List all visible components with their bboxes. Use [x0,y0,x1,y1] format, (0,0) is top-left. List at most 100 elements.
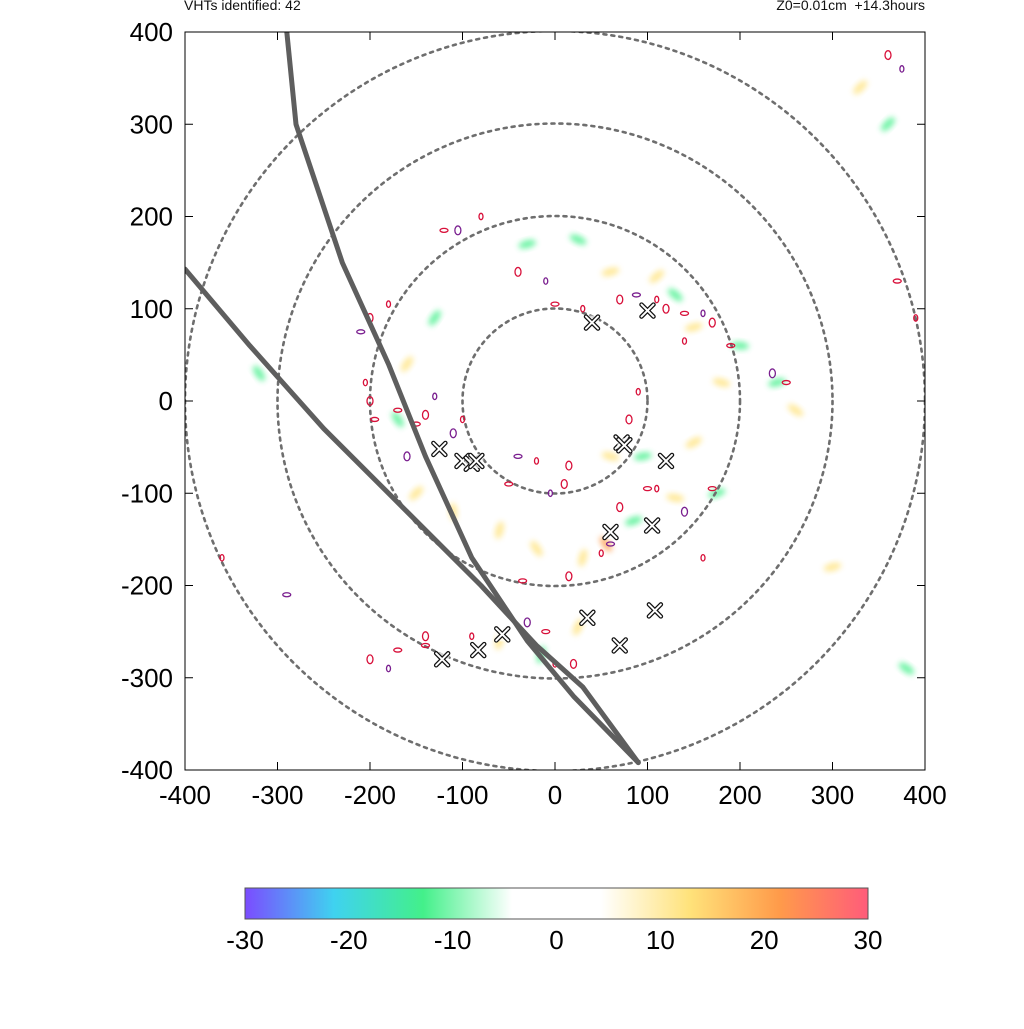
contour [393,407,403,413]
x-tick-label: -200 [344,780,396,810]
contour [439,227,449,233]
y-tick-label: -200 [121,571,173,601]
plot-area [185,32,925,770]
colorbar-tick-label: 20 [750,925,779,955]
contour [514,266,522,277]
contour [605,541,616,547]
contour [569,658,578,669]
vht-marker-core [647,603,662,618]
field-blob [731,341,749,350]
field-blob [667,288,683,302]
vht-marker-core [603,524,618,539]
colorbar-tick-label: 10 [646,925,675,955]
contour [369,416,380,423]
contour [635,387,641,396]
vht-marker [431,440,448,458]
contour [662,303,670,314]
vht-marker-core [585,315,599,330]
field-blob [578,549,588,567]
y-tick-label: 400 [130,17,173,47]
vht-marker [433,651,451,668]
range-ring [461,307,649,495]
field-blob [708,488,726,499]
vht-marker-core [659,453,673,468]
vht-marker-core [432,441,447,456]
field-blob [601,267,620,277]
field-blob [823,562,842,572]
contour [631,292,642,298]
vht-marker-core [469,453,484,468]
contour [781,379,791,386]
field-blob [684,322,703,332]
field-blob [252,365,266,382]
field-blob [391,411,404,428]
vht-marker [643,517,661,534]
contour [356,329,366,335]
field-blob [428,310,441,326]
field-blob [712,378,731,388]
contour [385,664,392,673]
vht-marker [616,437,633,454]
vht-marker [579,609,596,627]
field-blob [494,281,505,300]
contour [517,578,528,584]
x-tick-label: 0 [548,780,562,810]
vht-marker [468,452,485,470]
contour [598,549,604,558]
contour [565,571,573,582]
contour [580,304,586,313]
colorbar-tick-label: 30 [854,925,883,955]
vht-marker [583,314,601,331]
field-blob [879,719,897,729]
contour [654,295,660,304]
flight-track [185,266,641,766]
x-tick-label: 100 [626,780,669,810]
vht-marker-core [580,610,595,625]
contour [362,378,369,387]
y-tick-label: -300 [121,663,173,693]
contour [469,632,475,641]
vht-marker-core [495,627,510,642]
colorbar-tick-label: 0 [549,925,563,955]
contour [513,453,523,460]
contour [366,395,374,407]
contour [421,631,430,642]
vht-marker-core [471,643,486,658]
contour [504,481,514,487]
vht-marker [646,602,664,619]
contour [679,310,690,317]
contour [219,553,225,562]
flight-track [284,32,641,766]
contour [541,628,551,635]
field-blob [898,662,915,675]
field-blob [601,451,620,461]
field-blob [787,404,804,417]
contour [550,301,560,307]
contour [565,460,573,471]
field-blob [768,378,786,388]
range-ring [276,122,834,680]
vht-marker-core [640,303,655,318]
colorbar-tick-label: -10 [434,925,472,955]
contour [543,277,549,285]
field-blob [633,452,652,461]
field-blob [795,45,814,55]
contour [366,654,374,665]
field-blob [649,269,665,284]
contour [533,457,540,465]
y-tick-label: 300 [130,109,173,139]
vht-marker-core [435,652,450,667]
contour [892,278,902,284]
y-tick-label: -400 [121,755,173,785]
vht-marker [611,637,628,654]
field-blob [518,239,537,249]
contour [708,317,716,328]
contour [681,337,688,345]
contour [560,478,568,490]
x-tick-label: -300 [251,780,303,810]
contour [642,485,653,492]
x-tick-label: -400 [159,780,211,810]
z0-time-label: Z0=0.01cm +14.3hours [776,0,925,13]
